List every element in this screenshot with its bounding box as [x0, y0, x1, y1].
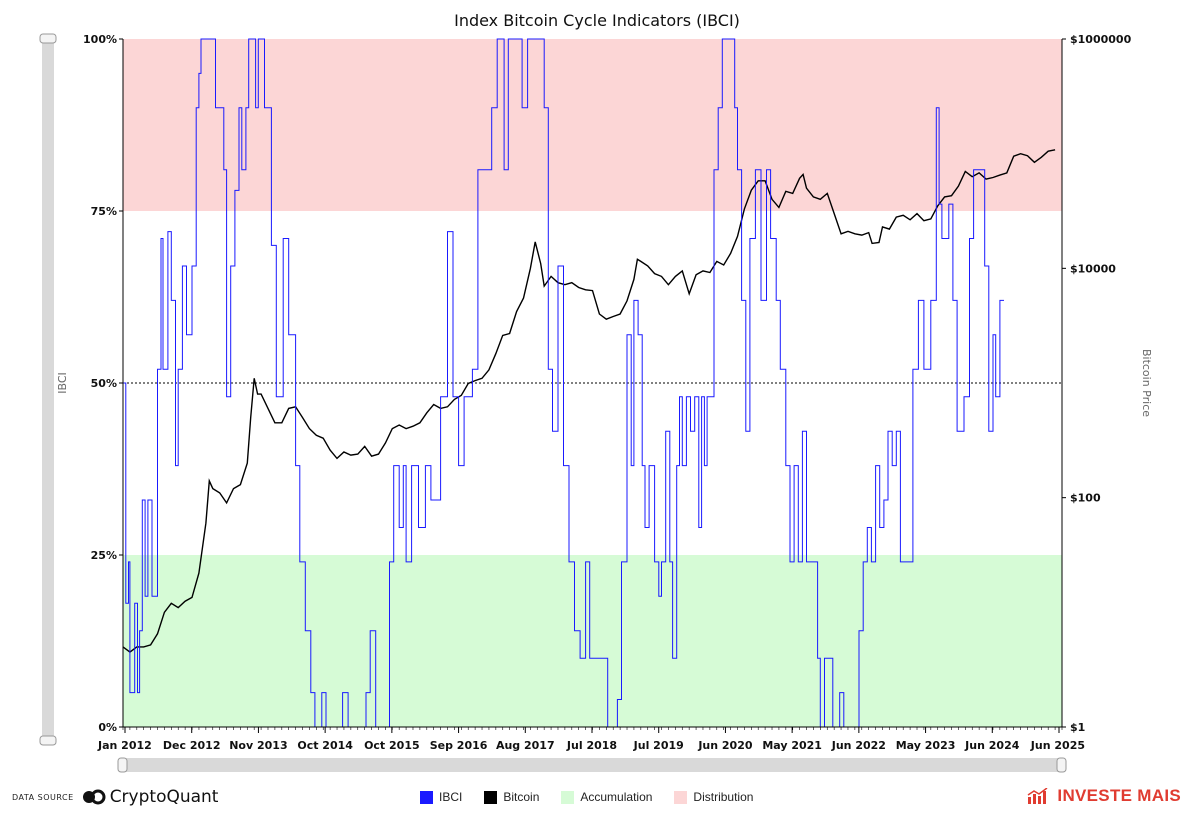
y-left-axis-label: IBCI — [56, 372, 69, 394]
x-scroll-handle-left[interactable] — [117, 757, 128, 773]
legend-swatch-ibci — [420, 790, 433, 804]
legend-label-ibci: IBCI — [439, 790, 463, 804]
series-line-bitcoin — [122, 149, 1056, 653]
legend-label-distribution: Distribution — [693, 790, 754, 804]
data-source: DATA SOURCE CryptoQuant — [12, 787, 218, 807]
axes: 0% 25% 50% 75% 100% $1 $100 $10000 $1000000 Jan 2… — [83, 33, 1132, 752]
x-tick-label: Dec 2012 — [163, 739, 221, 752]
y-right-tick-label: $1000000 — [1070, 33, 1132, 46]
x-tick-label: Sep 2016 — [430, 739, 488, 752]
y-right-tick-label: $10000 — [1070, 262, 1116, 275]
series-layer — [122, 38, 1056, 728]
data-source-name: CryptoQuant — [109, 787, 219, 807]
brand-name: INVESTE MAIS — [1057, 786, 1181, 805]
y-left-tick-label: 0% — [98, 721, 117, 734]
x-tick-label: Jun 2025 — [1030, 739, 1085, 752]
x-tick-label: Oct 2015 — [364, 739, 420, 752]
legend-swatch-accumulation — [561, 790, 575, 804]
legend-label-bitcoin: Bitcoin — [503, 790, 540, 804]
y-left-tick-label: 75% — [91, 205, 117, 218]
zone-accumulation — [123, 555, 1062, 727]
x-tick-label: Aug 2017 — [496, 739, 555, 752]
x-scrollbar[interactable] — [117, 757, 1067, 773]
chart-canvas: Index Bitcoin Cycle Indicators (IBCI) 0%… — [39, 11, 1153, 773]
x-tick-label: Jun 2022 — [831, 739, 886, 752]
x-tick-label: Jan 2012 — [97, 739, 152, 752]
x-tick-label: Oct 2014 — [297, 739, 353, 752]
legend-item-ibci[interactable]: IBCI — [420, 790, 462, 804]
x-tick-label: Jun 2020 — [697, 739, 753, 752]
x-scroll-handle-right[interactable] — [1056, 757, 1067, 773]
x-tick-label: May 2023 — [896, 739, 956, 752]
cryptoquant-logo: CryptoQuant — [82, 787, 219, 807]
x-tick-label: Jul 2019 — [633, 739, 684, 752]
legend-item-bitcoin[interactable]: Bitcoin — [484, 790, 539, 804]
y-left-tick-label: 25% — [91, 549, 117, 562]
y-right-tick-label: $1 — [1070, 721, 1085, 734]
x-tick-label: May 2021 — [762, 739, 822, 752]
x-tick-label: Jul 2018 — [566, 739, 617, 752]
legend-swatch-distribution — [674, 790, 688, 804]
x-tick-label: Jun 2024 — [964, 739, 1020, 752]
y-scroll-handle-top[interactable] — [39, 33, 57, 44]
cryptoquant-logo-icon — [82, 789, 106, 805]
data-source-label: DATA SOURCE — [12, 792, 74, 802]
zones — [123, 39, 1062, 727]
bar-chart-icon — [1028, 788, 1048, 804]
brand-logo: INVESTE MAIS — [1027, 786, 1181, 806]
y-scroll-handle-bottom[interactable] — [39, 735, 57, 746]
y-scrollbar[interactable] — [39, 33, 57, 746]
chart-title: Index Bitcoin Cycle Indicators (IBCI) — [454, 11, 740, 30]
legend-item-accumulation[interactable]: Accumulation — [561, 790, 652, 804]
y-right-tick-label: $100 — [1070, 492, 1101, 505]
legend: IBCI Bitcoin Accumulation Distribution — [420, 790, 753, 804]
zone-distribution — [123, 39, 1062, 211]
legend-label-accumulation: Accumulation — [580, 790, 653, 804]
legend-swatch-bitcoin — [484, 790, 498, 804]
series-line-ibci — [123, 38, 1004, 728]
y-right-axis-label: Bitcoin Price — [1140, 349, 1153, 417]
y-left-tick-label: 100% — [83, 33, 117, 46]
legend-item-distribution[interactable]: Distribution — [674, 790, 753, 804]
y-left-tick-label: 50% — [91, 377, 117, 390]
x-tick-label: Nov 2013 — [229, 739, 287, 752]
